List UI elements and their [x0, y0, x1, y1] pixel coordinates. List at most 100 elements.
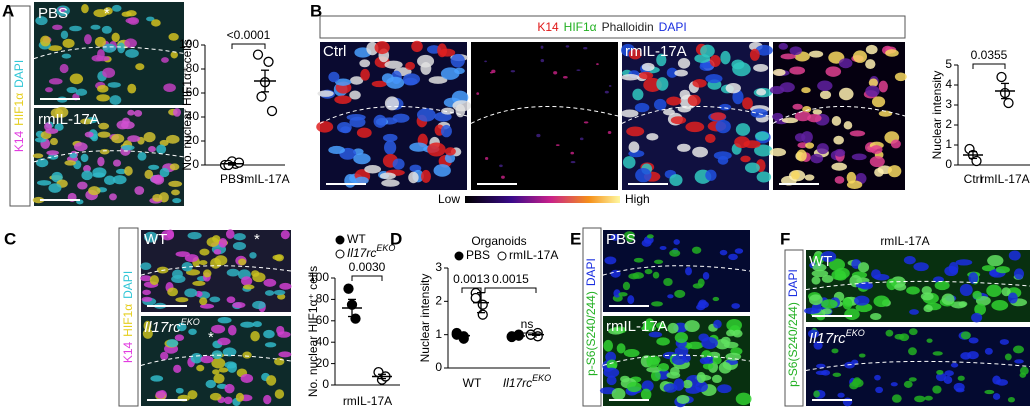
cell [621, 74, 640, 81]
cell [173, 108, 181, 117]
cell [211, 357, 226, 369]
cell [127, 109, 135, 116]
cell [263, 394, 272, 405]
cell [831, 269, 846, 281]
cell [350, 76, 364, 85]
data-point [477, 299, 488, 310]
cell [696, 371, 706, 383]
cell [913, 262, 929, 272]
cell [45, 87, 53, 93]
cell [583, 47, 588, 50]
cell [360, 68, 370, 81]
cell [821, 299, 838, 309]
cell [174, 334, 185, 341]
cell [692, 78, 707, 88]
error-bar [378, 373, 386, 380]
x-axis-label: rmIL-17A [343, 394, 392, 408]
cell [616, 343, 626, 354]
cell [811, 276, 821, 285]
cell [953, 382, 965, 392]
cell [778, 43, 789, 50]
cell [510, 70, 516, 73]
cell [199, 297, 208, 306]
cell [102, 67, 116, 78]
cell [887, 165, 902, 178]
cell [831, 348, 839, 354]
cell [711, 374, 722, 384]
y-tick-label: 1 [435, 327, 442, 341]
cell [1001, 287, 1011, 297]
error-bar [969, 150, 977, 160]
cell [811, 269, 829, 278]
cell [682, 379, 693, 389]
cell [102, 43, 117, 53]
cell [437, 43, 448, 58]
cell [796, 149, 807, 162]
cell [804, 174, 815, 181]
cell [142, 289, 151, 296]
cell [857, 262, 870, 273]
y-tick-label: 0 [435, 360, 442, 374]
cell [957, 375, 965, 381]
dashed-boundary [602, 354, 751, 366]
cell [45, 128, 59, 134]
cell [48, 183, 62, 193]
cell [242, 351, 252, 359]
cell [381, 179, 400, 187]
dashed-boundary [602, 265, 751, 276]
cell [252, 300, 266, 310]
cell [812, 263, 827, 272]
stain-label: p-S6(S240/244) DAPI [786, 269, 800, 387]
cell [172, 197, 182, 204]
stain-word: HIF1α [121, 304, 135, 337]
image-label-main: Il17rc [809, 330, 846, 347]
cell [226, 296, 236, 304]
cell [735, 123, 751, 136]
cell [692, 283, 704, 289]
cell [152, 193, 163, 202]
cell [674, 332, 688, 343]
cell [166, 134, 180, 144]
cell [924, 395, 933, 401]
cell [808, 50, 824, 58]
legend-label: rmIL-17A [509, 248, 558, 262]
cell [755, 131, 770, 141]
cell [646, 366, 662, 373]
stain-box [118, 227, 139, 407]
cell [686, 341, 704, 350]
cell [699, 357, 710, 365]
cell [606, 375, 617, 386]
cell [920, 292, 934, 301]
cell [386, 76, 405, 89]
cell [169, 163, 180, 171]
cell [715, 338, 730, 350]
data-point [996, 71, 1007, 83]
cells [604, 231, 744, 311]
y-tick-label: 80 [186, 61, 200, 75]
cell [885, 329, 894, 337]
cell [812, 109, 823, 115]
cell [627, 295, 635, 305]
cell [669, 366, 680, 376]
cell [740, 155, 751, 163]
legend-marker [454, 251, 464, 261]
cell [870, 145, 883, 154]
cell [717, 384, 732, 394]
cell [936, 369, 944, 375]
cell [618, 292, 628, 297]
cell [646, 133, 659, 141]
cell [364, 164, 382, 174]
cell [50, 137, 58, 146]
cell [335, 78, 352, 86]
cell [622, 281, 631, 291]
cell [156, 144, 167, 155]
cell [821, 308, 832, 315]
cell [852, 50, 868, 63]
cell [226, 268, 240, 277]
stain-word: DAPI [584, 258, 598, 286]
x-tick-label: rmIL-17A [240, 172, 289, 186]
y-tick-label: 40 [186, 109, 200, 123]
y-tick-label: 5 [945, 57, 952, 71]
cell [648, 331, 663, 338]
cell [334, 95, 352, 104]
